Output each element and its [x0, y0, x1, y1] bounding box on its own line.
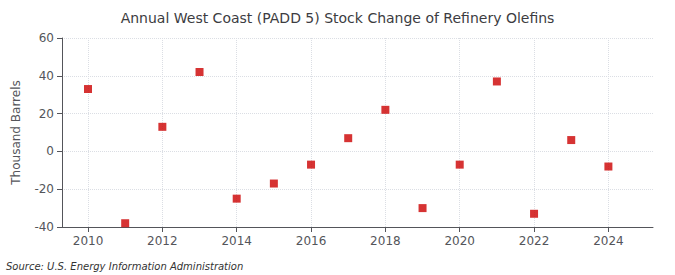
svg-text:2020: 2020	[444, 234, 475, 248]
svg-text:2024: 2024	[593, 234, 624, 248]
svg-text:Annual West Coast (PADD 5) Sto: Annual West Coast (PADD 5) Stock Change …	[121, 10, 555, 26]
svg-text:20: 20	[39, 107, 54, 121]
svg-text:2022: 2022	[519, 234, 550, 248]
svg-text:60: 60	[39, 31, 54, 45]
svg-text:40: 40	[39, 69, 54, 83]
svg-text:2012: 2012	[147, 234, 178, 248]
svg-text:0: 0	[46, 144, 54, 158]
svg-text:2014: 2014	[221, 234, 252, 248]
svg-text:2010: 2010	[73, 234, 104, 248]
svg-text:2018: 2018	[370, 234, 401, 248]
svg-text:Thousand Barrels: Thousand Barrels	[9, 80, 23, 185]
svg-text:Source: U.S. Energy Informatio: Source: U.S. Energy Information Administ…	[6, 261, 243, 272]
svg-text:-20: -20	[34, 182, 54, 196]
svg-text:-40: -40	[34, 220, 54, 234]
svg-text:2016: 2016	[296, 234, 327, 248]
